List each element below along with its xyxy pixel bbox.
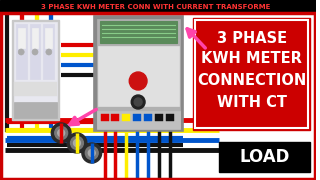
Circle shape — [18, 49, 24, 55]
Bar — [193, 18, 310, 130]
Bar — [30, 24, 40, 79]
Bar — [14, 22, 57, 102]
Circle shape — [51, 123, 71, 143]
Text: WITH CT: WITH CT — [217, 94, 287, 109]
Bar — [45, 28, 52, 48]
Text: CONNECTION: CONNECTION — [197, 73, 306, 87]
Circle shape — [67, 133, 87, 153]
Bar — [0, 0, 316, 13]
Text: LOAD: LOAD — [239, 148, 290, 166]
Bar — [144, 114, 152, 121]
Bar — [122, 114, 130, 121]
Circle shape — [58, 129, 65, 136]
Text: 3 PHASE KWH METER CONN WITH CURRENT TRANSFORME: 3 PHASE KWH METER CONN WITH CURRENT TRAN… — [41, 3, 271, 10]
Circle shape — [70, 136, 84, 150]
Bar — [100, 21, 177, 43]
Circle shape — [88, 150, 95, 156]
Bar — [14, 82, 57, 96]
Circle shape — [55, 127, 68, 140]
Bar — [12, 20, 59, 120]
Bar — [97, 19, 180, 128]
Bar — [16, 24, 27, 79]
Bar — [44, 24, 54, 79]
Bar — [219, 142, 310, 172]
Circle shape — [134, 98, 142, 106]
Text: KWH METER: KWH METER — [201, 51, 302, 66]
Circle shape — [82, 143, 102, 163]
Circle shape — [32, 49, 38, 55]
Bar — [155, 114, 163, 121]
Circle shape — [129, 72, 147, 90]
Text: 3 PHASE: 3 PHASE — [217, 30, 287, 46]
Bar — [97, 111, 180, 129]
Bar — [98, 46, 179, 106]
Circle shape — [74, 140, 80, 147]
Circle shape — [46, 49, 52, 55]
Bar — [101, 114, 108, 121]
Circle shape — [131, 95, 145, 109]
Bar — [18, 28, 25, 48]
Bar — [32, 28, 38, 48]
Circle shape — [85, 147, 98, 159]
Bar — [94, 16, 182, 131]
Bar — [166, 114, 174, 121]
Bar — [133, 114, 141, 121]
Bar — [196, 20, 308, 128]
Bar — [111, 114, 119, 121]
Bar — [14, 102, 57, 118]
